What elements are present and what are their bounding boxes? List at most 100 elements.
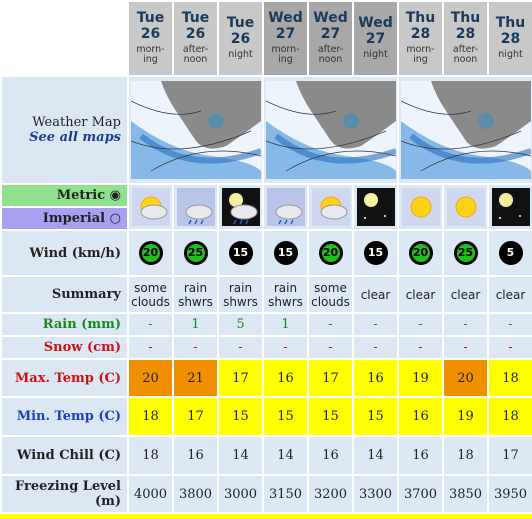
cell: 3200	[307, 474, 354, 514]
weather-icon	[491, 188, 530, 226]
value: 4000	[133, 486, 168, 502]
wind-badge: 20	[138, 241, 163, 265]
cell: clear	[487, 275, 532, 314]
value: 17	[232, 370, 249, 386]
cell: -	[352, 335, 399, 360]
cell: 1	[262, 312, 309, 337]
cell: 5	[487, 229, 532, 277]
data-row: Summary some clouds rain shwrs rain shwrs ra…	[0, 275, 532, 314]
cell: 3150	[262, 474, 309, 514]
corner	[0, 0, 129, 77]
cell: 19	[397, 358, 444, 398]
summary: clear	[450, 287, 481, 302]
value: 21	[187, 370, 204, 386]
cell: -	[262, 335, 309, 360]
value: 17	[187, 409, 204, 424]
weather-map[interactable]	[265, 81, 396, 179]
imperial-radio[interactable]: ○	[105, 211, 121, 226]
value: 15	[232, 409, 249, 424]
cell: 3800	[172, 474, 219, 514]
cell: -	[127, 335, 174, 360]
value: -	[508, 340, 513, 355]
wind-badge: 5	[498, 241, 523, 265]
weather-icon	[266, 188, 305, 226]
imperial-label[interactable]: Imperial	[42, 211, 106, 226]
weather-icon	[356, 188, 395, 226]
value: 16	[412, 409, 429, 424]
metric-radio[interactable]: ◉	[105, 188, 121, 203]
value: -	[418, 317, 423, 332]
data-row: Freezing Level (m) 4000 3800 3000 3150 3200 33…	[0, 474, 532, 514]
day: Wed	[358, 15, 393, 32]
value: 14	[232, 448, 249, 463]
cell: 1	[172, 312, 219, 337]
cell: 16	[262, 358, 309, 398]
date: 27	[365, 30, 386, 47]
weather-map[interactable]	[130, 81, 261, 179]
value: 3300	[358, 486, 393, 502]
wind-badge: 20	[318, 241, 343, 265]
value: -	[238, 340, 243, 355]
cell: 3850	[442, 474, 489, 514]
data-row: Wind (km/h) 20 25 15 15 20 15 20 25 5	[0, 229, 532, 277]
cell: 20	[307, 229, 354, 277]
value: 16	[322, 448, 339, 463]
row-label: Snow (cm)	[0, 335, 129, 360]
summary: some clouds	[131, 280, 170, 309]
value: 3000	[223, 486, 258, 502]
value: -	[148, 317, 153, 332]
cell: 3700	[397, 474, 444, 514]
value: 18	[502, 370, 519, 386]
value: 15	[322, 409, 339, 424]
cell: 16	[397, 396, 444, 437]
time: morn-ing	[406, 43, 435, 66]
data-row: Min. Temp (C) 18 17 15 15 15 15 16 19 18	[0, 396, 532, 437]
value: 18	[457, 448, 474, 463]
weather-icon-cell	[352, 183, 399, 231]
date: 27	[320, 25, 341, 42]
cell: -	[127, 312, 174, 337]
wind-badge: 15	[273, 241, 298, 265]
weather-icon	[221, 188, 260, 226]
column-header: Thu 28 night	[487, 0, 532, 77]
weather-icon	[131, 188, 170, 226]
row-label: Rain (mm)	[0, 312, 129, 337]
date: 26	[230, 30, 251, 47]
value: 15	[277, 409, 294, 424]
value: 18	[142, 448, 159, 463]
metric-row: Metric ◉	[0, 183, 532, 231]
see-all-maps-link[interactable]: See all maps	[29, 130, 121, 145]
row-label: Min. Temp (C)	[0, 396, 129, 437]
cell: 18	[487, 358, 532, 398]
metric-option[interactable]: Metric ◉	[0, 183, 129, 208]
weather-icon	[176, 188, 215, 226]
value: -	[463, 317, 468, 332]
imperial-option[interactable]: Imperial ○	[0, 206, 129, 231]
map-label: Weather Map See all maps	[0, 75, 129, 185]
map-cell	[397, 75, 532, 185]
time: after-noon	[452, 43, 479, 66]
weather-icon-cell	[172, 183, 219, 231]
cell: 20	[397, 229, 444, 277]
day: Thu	[495, 15, 526, 32]
value: -	[373, 317, 378, 332]
map-title: Weather Map	[32, 115, 121, 130]
value: 3800	[178, 486, 213, 502]
weather-icon-cell	[307, 183, 354, 231]
cell: 15	[217, 396, 264, 437]
weather-icon	[311, 188, 350, 226]
value: -	[508, 317, 513, 332]
value: -	[463, 340, 468, 355]
cell: rain shwrs	[262, 275, 309, 314]
summary: rain shwrs	[223, 280, 258, 309]
value: 19	[457, 409, 474, 424]
value: 20	[142, 370, 159, 386]
cell: -	[172, 335, 219, 360]
weather-map[interactable]	[400, 81, 531, 179]
time: after-noon	[182, 43, 209, 66]
metric-label[interactable]: Metric	[56, 188, 106, 203]
day: Thu	[405, 10, 436, 27]
wind-badge: 25	[183, 241, 208, 265]
cell: clear	[442, 275, 489, 314]
column-header: Wed 27 morn-ing	[262, 0, 309, 77]
